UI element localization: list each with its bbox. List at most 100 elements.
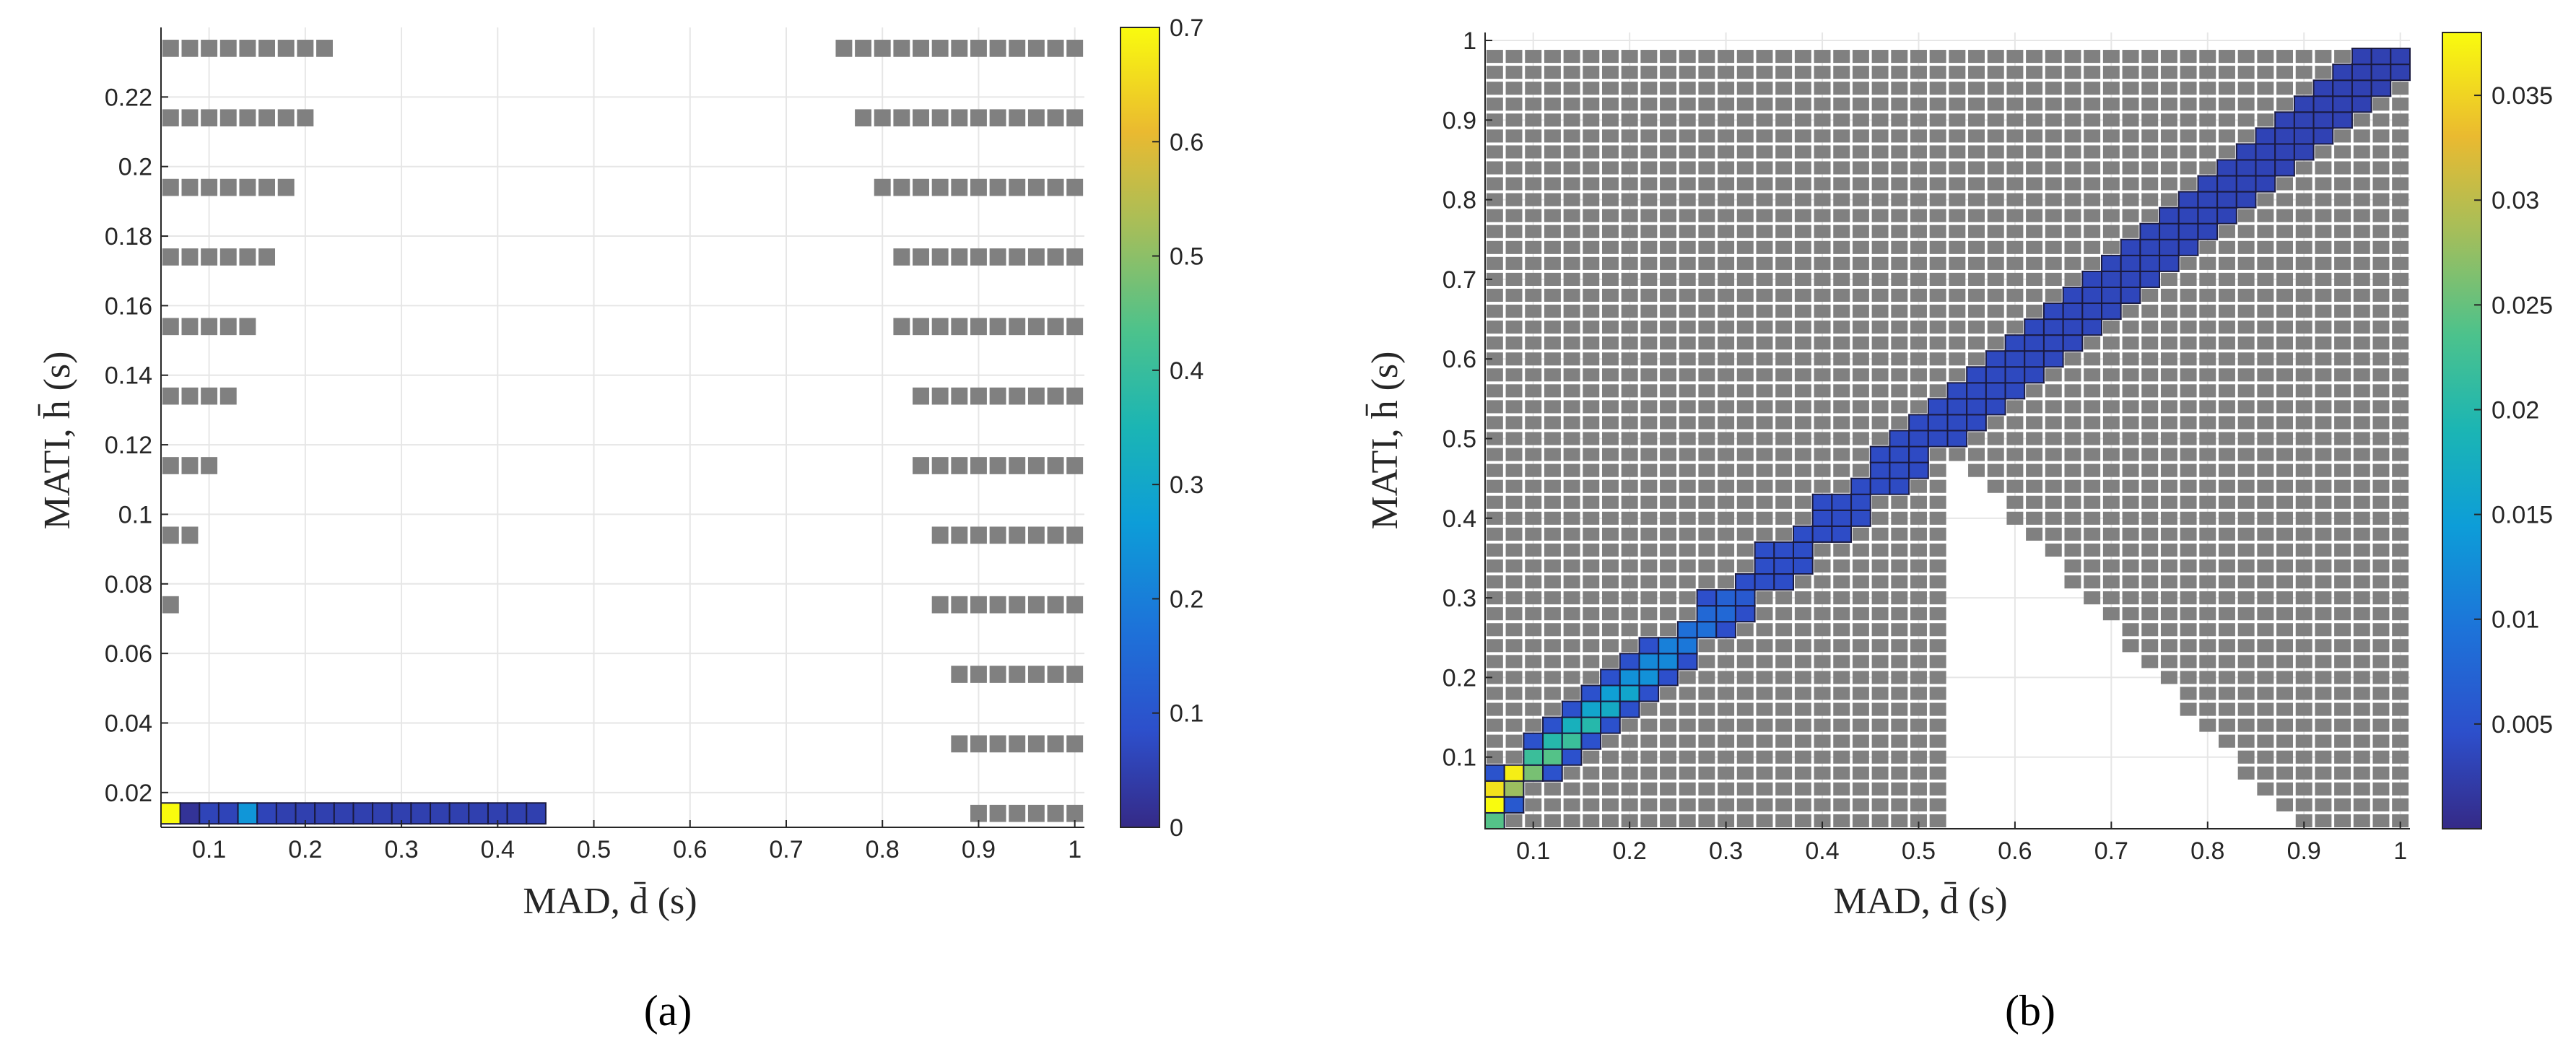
x-tick-label: 0.4 (481, 836, 515, 863)
infeasible-cell (2392, 336, 2409, 350)
infeasible-cell (1640, 559, 1658, 573)
infeasible-cell (1871, 321, 1889, 334)
infeasible-cell (2315, 511, 2332, 525)
infeasible-cell (1910, 145, 1927, 159)
infeasible-cell (2315, 607, 2332, 621)
infeasible-cell (2392, 766, 2409, 780)
infeasible-cell (2064, 384, 2081, 398)
infeasible-cell (1698, 495, 1715, 509)
infeasible-cell (2276, 623, 2294, 637)
infeasible-cell (2026, 495, 2043, 509)
infeasible-cell (1929, 177, 1946, 191)
infeasible-cell (1621, 575, 1638, 589)
infeasible-cell (2026, 225, 2043, 238)
infeasible-cell (2392, 814, 2409, 828)
infeasible-cell (2315, 639, 2332, 653)
x-tick-label: 0.3 (384, 836, 418, 863)
infeasible-cell (1640, 543, 1658, 557)
infeasible-cell (2199, 671, 2216, 684)
value-cell (1676, 637, 1698, 655)
colorbar-tick-label: 0.1 (1170, 700, 1204, 728)
infeasible-cell (2045, 129, 2062, 143)
infeasible-cell (2122, 527, 2139, 541)
value-cell (2351, 79, 2372, 97)
infeasible-cell (2026, 479, 2043, 493)
infeasible-cell (1871, 177, 1889, 191)
infeasible-cell (2392, 527, 2409, 541)
infeasible-cell (2199, 655, 2216, 668)
infeasible-cell (2064, 145, 2081, 159)
y-tick-label: 0.5 (1443, 426, 1476, 453)
infeasible-cell (1009, 735, 1026, 753)
infeasible-cell (2064, 543, 2081, 557)
infeasible-cell (1679, 543, 1696, 557)
infeasible-cell (2006, 145, 2024, 159)
infeasible-cell (2180, 448, 2197, 461)
infeasible-cell (2334, 384, 2351, 398)
infeasible-cell (2353, 734, 2370, 748)
value-cell (2312, 79, 2334, 97)
infeasible-cell (2334, 495, 2351, 509)
infeasible-cell (1891, 384, 1908, 398)
infeasible-cell (1601, 225, 1619, 238)
value-cell (1696, 621, 1718, 639)
infeasible-cell (1718, 352, 1735, 366)
infeasible-cell (2218, 527, 2235, 541)
infeasible-cell (2353, 272, 2370, 286)
infeasible-cell (1814, 814, 1831, 828)
infeasible-cell (219, 387, 237, 405)
infeasible-cell (2218, 113, 2235, 127)
infeasible-cell (2141, 368, 2159, 382)
infeasible-cell (2372, 288, 2390, 302)
value-cell (1715, 621, 1736, 639)
infeasible-cell (1640, 129, 1658, 143)
infeasible-cell (1794, 479, 1811, 493)
infeasible-cell (2392, 225, 2409, 238)
infeasible-cell (1910, 479, 1927, 493)
infeasible-cell (989, 666, 1006, 683)
infeasible-cell (1794, 750, 1811, 764)
infeasible-cell (2084, 432, 2101, 445)
x-tick-label: 0.8 (866, 836, 900, 863)
infeasible-cell (1544, 225, 1561, 238)
infeasible-cell (1660, 66, 1677, 79)
infeasible-cell (1987, 82, 2004, 95)
infeasible-cell (931, 178, 949, 196)
value-cell (1985, 366, 2006, 384)
infeasible-cell (874, 109, 891, 127)
infeasible-cell (2006, 50, 2024, 64)
infeasible-cell (2257, 463, 2274, 477)
infeasible-cell (1736, 384, 1754, 398)
infeasible-cell (2372, 336, 2390, 350)
value-cell (1619, 700, 1640, 718)
infeasible-cell (1679, 113, 1696, 127)
infeasible-cell (2257, 321, 2274, 334)
infeasible-cell (2315, 559, 2332, 573)
infeasible-cell (1910, 272, 1927, 286)
infeasible-cell (2237, 97, 2255, 111)
infeasible-cell (2218, 463, 2235, 477)
infeasible-cell (2353, 495, 2370, 509)
infeasible-cell (1910, 321, 1927, 334)
infeasible-cell (2026, 416, 2043, 430)
infeasible-cell (1833, 750, 1850, 764)
infeasible-cell (1852, 718, 1869, 732)
infeasible-cell (2122, 177, 2139, 191)
infeasible-cell (1968, 321, 1985, 334)
infeasible-cell (1814, 702, 1831, 716)
infeasible-cell (1794, 305, 1811, 318)
infeasible-cell (1756, 145, 1773, 159)
infeasible-cell (1987, 209, 2004, 222)
infeasible-cell (1563, 336, 1580, 350)
infeasible-cell (1505, 416, 1523, 430)
infeasible-cell (1505, 814, 1523, 828)
panel-a-xticks: 0.1 0.2 0.3 0.4 0.5 0.6 0.7 0.8 0.9 1 (192, 820, 1082, 863)
infeasible-cell (1583, 559, 1600, 573)
infeasible-cell (1833, 384, 1850, 398)
infeasible-cell (1949, 50, 1966, 64)
infeasible-cell (1929, 368, 1946, 382)
infeasible-cell (1871, 559, 1889, 573)
infeasible-cell (1486, 321, 1503, 334)
infeasible-cell (1621, 272, 1638, 286)
infeasible-cell (1736, 50, 1754, 64)
